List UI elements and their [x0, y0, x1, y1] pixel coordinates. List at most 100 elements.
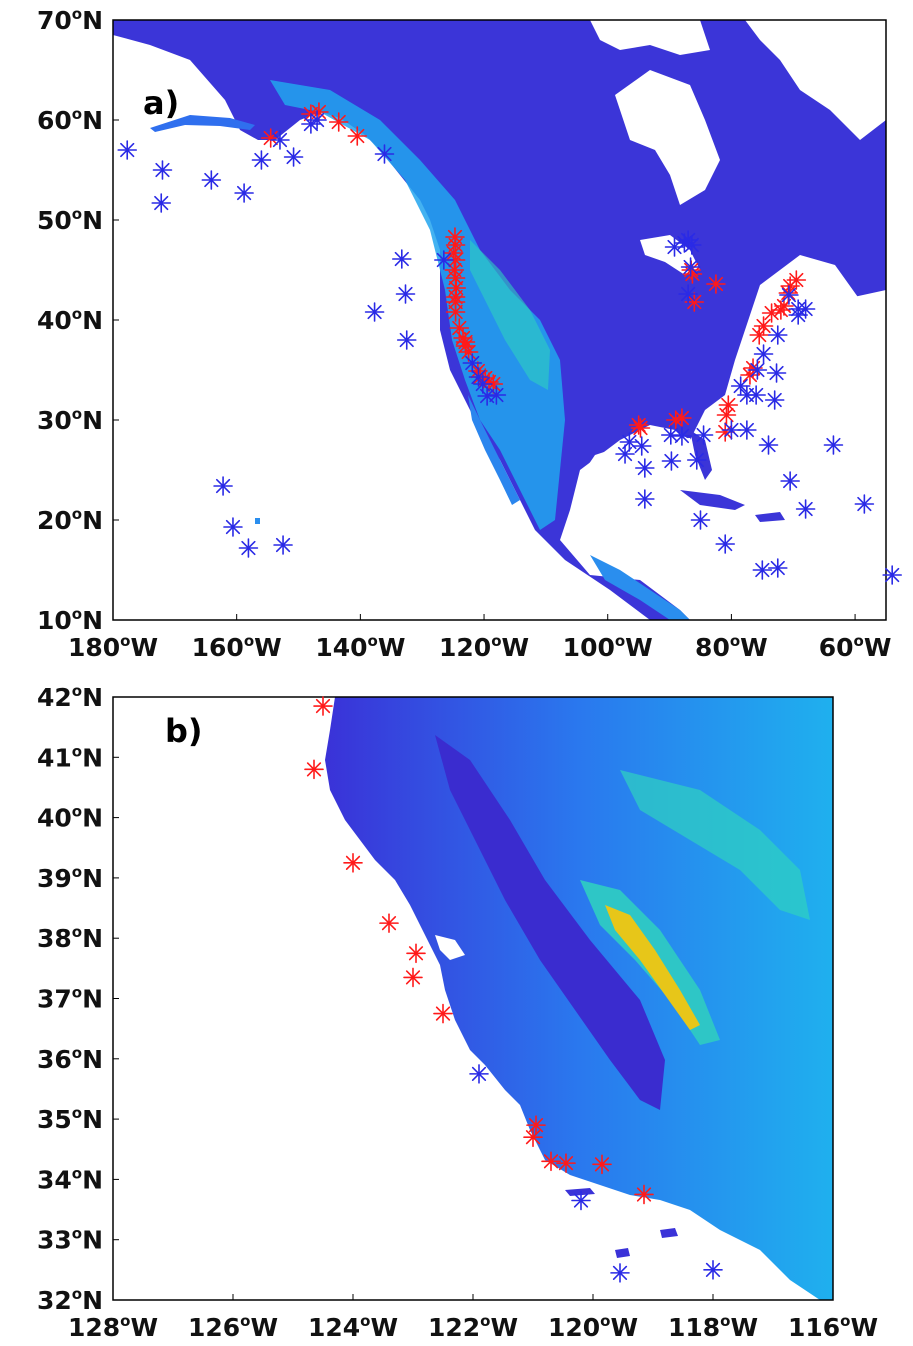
station-marker-blue: [693, 425, 714, 445]
station-marker-red: [433, 1003, 453, 1024]
station-marker-blue: [619, 432, 640, 452]
y-tick-label: 40oN: [37, 305, 103, 335]
station-marker-blue: [251, 150, 272, 170]
x-tick-label: 180oW: [68, 632, 158, 662]
x-tick-label: 122oW: [428, 1312, 518, 1342]
station-marker-blue: [682, 235, 702, 255]
hispaniola: [755, 512, 785, 522]
panel-b: 128oW 126oW 124oW 122oW 120oW 118oW 116oW 32oN…: [37, 682, 878, 1342]
x-tick-label: 124oW: [308, 1312, 398, 1342]
station-marker-blue: [747, 360, 768, 380]
sierra-peaks: [605, 905, 700, 1030]
y-tick-label: 37oN: [37, 984, 103, 1014]
station-marker-blue: [703, 1260, 723, 1280]
station-marker-blue: [273, 535, 293, 555]
x-tick-label: 160oW: [192, 632, 282, 662]
panel-a: 180oW 160oW 140oW 120oW 100oW 80oW 60oW 10oN 20…: [37, 5, 902, 662]
station-marker-blue: [780, 471, 800, 491]
station-marker-blue: [270, 130, 290, 150]
station-marker-blue: [151, 193, 172, 213]
station-marker-red: [592, 1154, 612, 1175]
station-marker-blue: [473, 374, 493, 394]
y-tick-label: 40oN: [37, 803, 103, 833]
station-marker-red: [706, 274, 726, 294]
panel-a-land: [113, 20, 886, 620]
y-tick-label: 50oN: [37, 205, 103, 235]
panel-b-markers: [304, 696, 723, 1283]
station-marker-blue: [307, 110, 327, 130]
x-tick-label: 80oW: [695, 632, 768, 662]
x-tick-label: 120oW: [439, 632, 529, 662]
arctic-water-2: [745, 20, 886, 140]
station-marker-blue: [779, 285, 799, 305]
station-marker-blue: [374, 144, 395, 164]
y-tick-label: 70oN: [37, 5, 103, 35]
panel-b-x-axis: 128oW 126oW 124oW 122oW 120oW 118oW 116oW: [68, 1294, 878, 1342]
cuba: [680, 490, 745, 510]
station-marker-blue: [615, 444, 635, 464]
station-marker-red: [313, 696, 333, 716]
panel-b-land: [325, 697, 833, 1300]
station-marker-red: [541, 1151, 561, 1172]
station-marker-red: [716, 405, 737, 425]
y-tick-label: 36oN: [37, 1044, 103, 1074]
station-marker-blue: [752, 560, 773, 580]
baja-california: [468, 395, 520, 505]
station-marker-blue: [223, 517, 243, 537]
y-tick-label: 33oN: [37, 1225, 103, 1255]
station-marker-red: [379, 913, 399, 933]
panel-a-x-axis: 180oW 160oW 140oW 120oW 100oW 80oW 60oW: [68, 614, 891, 662]
y-tick-label: 10oN: [37, 605, 103, 635]
station-marker-red: [304, 759, 324, 780]
x-tick-label: 140oW: [315, 632, 405, 662]
station-marker-blue: [283, 147, 304, 167]
station-marker-red: [634, 1184, 654, 1205]
x-tick-label: 128oW: [68, 1312, 158, 1342]
station-marker-blue: [882, 565, 902, 585]
station-marker-red: [343, 853, 363, 873]
central-america: [590, 555, 690, 620]
station-marker-red: [403, 967, 423, 988]
x-tick-label: 118oW: [668, 1312, 758, 1342]
station-marker-red: [406, 943, 426, 964]
y-tick-label: 41oN: [37, 742, 103, 772]
station-marker-red: [328, 112, 349, 132]
station-marker-blue: [795, 299, 816, 319]
station-marker-red: [347, 126, 368, 146]
y-tick-label: 32oN: [37, 1285, 103, 1315]
cordillera-elevation: [270, 80, 565, 530]
panel-a-y-axis: 10oN 20oN 30oN 40oN 50oN 60oN 70oN: [37, 5, 119, 635]
station-marker-blue: [737, 420, 757, 440]
y-tick-label: 35oN: [37, 1104, 103, 1134]
aleutians: [150, 115, 255, 132]
station-marker-red: [523, 1127, 543, 1147]
station-marker-red: [556, 1153, 576, 1173]
station-marker-blue: [680, 257, 701, 277]
rocky-highlands: [470, 240, 550, 390]
station-marker-blue: [766, 363, 787, 383]
station-marker-blue: [686, 450, 707, 470]
station-marker-blue: [462, 353, 483, 373]
station-marker-blue: [396, 330, 417, 350]
station-marker-blue: [635, 458, 655, 478]
station-marker-red: [672, 408, 692, 428]
station-marker-blue: [661, 451, 682, 471]
great-lakes: [640, 235, 700, 275]
station-marker-red: [786, 270, 807, 290]
station-marker-blue: [767, 558, 788, 578]
station-marker-blue: [213, 476, 233, 496]
x-tick-label: 120oW: [548, 1312, 638, 1342]
station-marker-red: [740, 365, 760, 385]
station-marker-red: [445, 302, 466, 322]
station-marker-blue: [477, 386, 497, 406]
station-marker-blue: [764, 390, 785, 410]
central-valley: [435, 735, 665, 1110]
station-marker-blue: [730, 376, 751, 396]
y-tick-label: 20oN: [37, 505, 103, 535]
station-marker-blue: [486, 385, 507, 405]
station-marker-blue: [238, 538, 259, 558]
station-marker-blue: [395, 284, 416, 304]
station-marker-blue: [690, 510, 711, 530]
hawaii-islands: [255, 518, 260, 524]
